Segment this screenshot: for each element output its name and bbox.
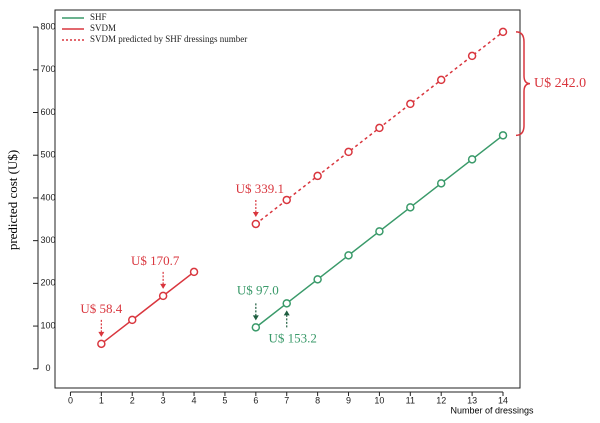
y-tick-label: 500 (40, 150, 55, 160)
series-line (100, 271, 195, 345)
data-point (344, 251, 353, 260)
y-tick-label: 0 (45, 363, 50, 373)
x-tick-label: 3 (161, 395, 166, 405)
label-arrowhead (98, 331, 105, 337)
x-tick-label: 12 (436, 395, 446, 405)
data-point (467, 51, 477, 61)
legend-label: SVDM (90, 23, 116, 33)
x-tick-label: 5 (222, 395, 227, 405)
value-label: U$ 97.0 (237, 282, 279, 297)
data-point (158, 291, 168, 301)
value-label: U$ 58.4 (80, 301, 122, 316)
y-tick-label: 600 (40, 107, 55, 117)
x-tick-label: 4 (192, 395, 197, 405)
brace (515, 31, 531, 137)
y-tick-label: 400 (40, 192, 55, 202)
y-tick-label: 100 (40, 320, 55, 330)
data-point (282, 299, 291, 308)
plot-box (54, 9, 521, 389)
x-tick-label: 14 (498, 395, 508, 405)
x-tick-label: 6 (253, 395, 258, 405)
x-tick-label: 1 (99, 395, 104, 405)
data-point (436, 75, 446, 85)
label-arrowhead (283, 310, 290, 316)
data-point (467, 155, 477, 164)
legend-label: SVDM predicted by SHF dressings number (90, 34, 247, 44)
value-label: U$ 339.1 (236, 181, 284, 196)
annotation: U$ 242.0 (534, 76, 586, 91)
x-tick-label: 8 (315, 395, 320, 405)
data-point (498, 131, 508, 140)
x-tick-label: 10 (374, 395, 384, 405)
data-point (251, 323, 261, 332)
data-point (375, 227, 384, 236)
data-point (97, 339, 106, 349)
x-tick-label: 2 (130, 395, 135, 405)
label-arrowhead (160, 283, 167, 289)
label-arrowhead (252, 315, 259, 321)
y-axis-label: predicted cost (U$) (5, 150, 20, 250)
x-tick-label: 13 (467, 395, 477, 405)
label-arrowhead (252, 211, 259, 217)
legend-label: SHF (90, 12, 107, 22)
x-tick-label: 11 (406, 395, 415, 405)
y-tick-label: 300 (40, 235, 55, 245)
x-tick-label: 7 (284, 395, 289, 405)
data-point (406, 203, 415, 212)
data-point (251, 219, 261, 229)
data-point (313, 171, 322, 181)
data-point (375, 123, 384, 133)
data-point (282, 195, 291, 205)
data-point (189, 267, 199, 277)
y-tick-label: 200 (40, 278, 55, 288)
value-label: U$ 170.7 (131, 253, 180, 268)
x-tick-label: 0 (68, 395, 73, 405)
data-point (127, 315, 137, 325)
x-axis-label: Number of dressings (450, 405, 534, 415)
y-tick-label: 800 (40, 21, 55, 31)
data-point (498, 27, 508, 37)
data-point (406, 99, 415, 109)
data-point (436, 179, 446, 188)
data-point (344, 147, 353, 157)
x-tick-label: 9 (346, 395, 351, 405)
y-tick-label: 700 (40, 64, 55, 74)
value-label: U$ 153.2 (269, 330, 317, 345)
data-point (313, 275, 322, 284)
